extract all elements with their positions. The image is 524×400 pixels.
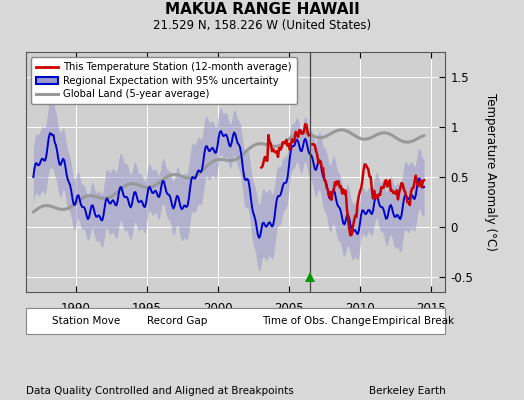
Text: Empirical Break: Empirical Break <box>372 316 454 326</box>
Text: Data Quality Controlled and Aligned at Breakpoints: Data Quality Controlled and Aligned at B… <box>26 386 294 396</box>
Text: 2015: 2015 <box>416 302 446 315</box>
Text: MAKUA RANGE HAWAII: MAKUA RANGE HAWAII <box>165 2 359 17</box>
Text: 1990: 1990 <box>61 302 91 315</box>
Text: 2010: 2010 <box>345 302 375 315</box>
Text: 1995: 1995 <box>132 302 162 315</box>
Text: Time of Obs. Change: Time of Obs. Change <box>262 316 371 326</box>
Text: Berkeley Earth: Berkeley Earth <box>369 386 445 396</box>
Text: Record Gap: Record Gap <box>147 316 207 326</box>
Legend: This Temperature Station (12-month average), Regional Expectation with 95% uncer: This Temperature Station (12-month avera… <box>31 57 297 104</box>
Text: 21.529 N, 158.226 W (United States): 21.529 N, 158.226 W (United States) <box>153 19 371 32</box>
Text: Station Move: Station Move <box>52 316 121 326</box>
Y-axis label: Temperature Anomaly (°C): Temperature Anomaly (°C) <box>484 93 497 251</box>
Text: 2005: 2005 <box>274 302 304 315</box>
Text: 2000: 2000 <box>203 302 233 315</box>
